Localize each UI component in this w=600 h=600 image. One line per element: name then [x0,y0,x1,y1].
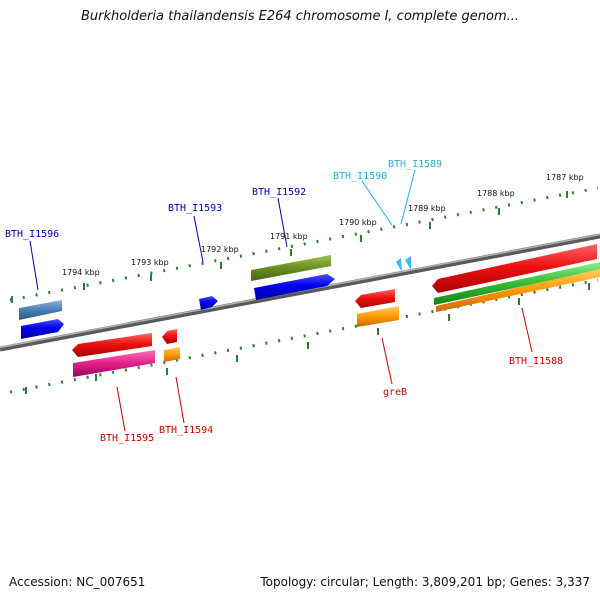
lower-major-ticks [25,283,590,394]
tick-label: 1789 kbp [408,204,446,213]
map-title: Burkholderia thailandensis E264 chromoso… [80,9,520,24]
leader-lines [29,169,533,432]
feature-gre-b-red[interactable] [355,289,395,308]
gene-label-upper[interactable]: BTH_I1592 [252,187,306,198]
tick-label: 1790 kbp [339,218,377,227]
feature-bth-i1592-olive[interactable] [251,255,331,281]
tick-label: 1788 kbp [477,189,515,198]
upper-scale-track [9,186,599,302]
lower-scale-track [9,278,599,394]
feature-bth-i1589[interactable] [405,256,411,270]
tick-label: 1792 kbp [201,245,239,254]
feature-bth-i1594-red[interactable] [162,329,177,344]
tick-label: 1787 kbp [546,173,584,182]
feature-bth-i1590[interactable] [396,258,402,272]
accession-text: Accession: NC_007651 [9,575,146,589]
gene-label-lower[interactable]: BTH_I1595 [100,433,154,444]
genome-summary-text: Topology: circular; Length: 3,809,201 bp… [260,575,590,589]
upper-major-ticks [11,191,568,303]
feature-bth-i1595-red[interactable] [72,333,152,357]
feature-gre-b[interactable] [357,306,399,327]
gene-label-upper[interactable]: BTH_I1593 [168,203,222,214]
tick-label: 1794 kbp [62,268,100,277]
feature-bth-i1588-red[interactable] [432,244,597,293]
feature-bth-i1596-steel[interactable] [19,300,62,320]
tick-label: 1793 kbp [131,258,169,267]
gene-label-lower[interactable]: BTH_I1594 [159,425,213,436]
feature-bth-i1588[interactable] [436,269,600,312]
gene-label-upper[interactable]: BTH_I1596 [5,229,59,240]
gene-label-lower[interactable]: greB [383,387,407,398]
gene-label-upper[interactable]: BTH_I1589 [388,159,442,170]
feature-bth-i1594[interactable] [164,347,180,362]
feature-bth-i1595[interactable] [73,350,155,377]
feature-bth-i1593[interactable] [199,296,218,310]
tick-label: 1791 kbp [270,232,308,241]
feature-bth-i1596[interactable] [21,319,64,339]
feature-bth-i1592[interactable] [254,274,335,300]
gene-label-lower[interactable]: BTH_I1588 [509,356,563,367]
gene-label-upper[interactable]: BTH_I1590 [333,171,387,182]
feature-bth-i1588-green[interactable] [434,262,600,305]
